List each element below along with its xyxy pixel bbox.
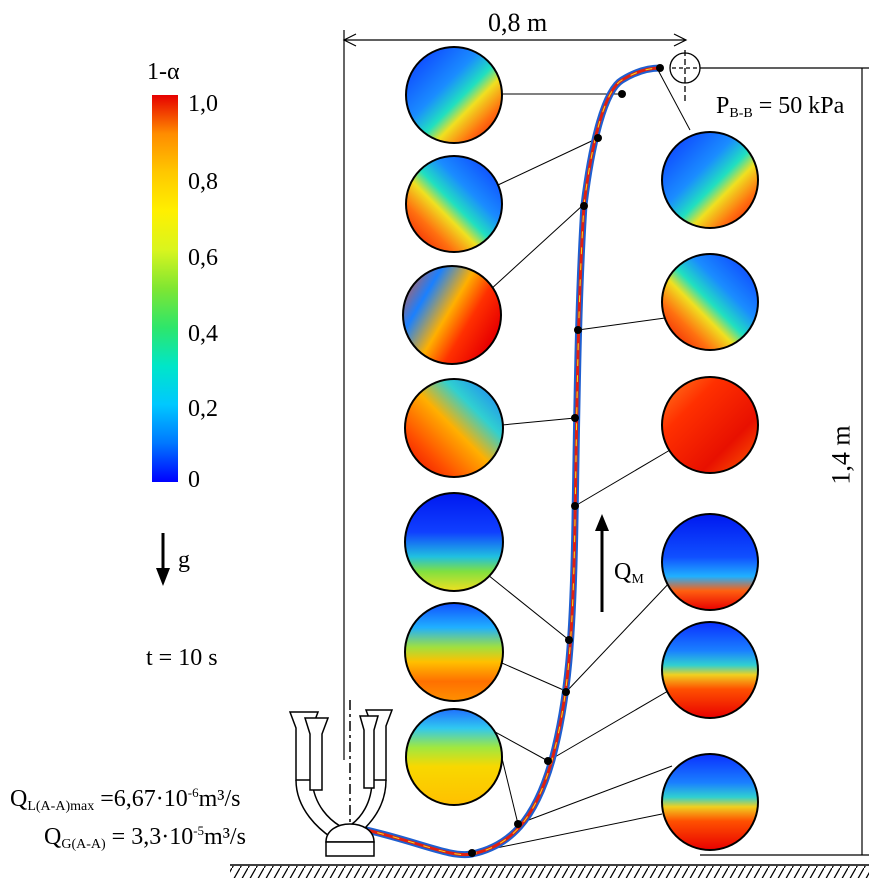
time-label: t = 10 s <box>146 645 218 671</box>
cross-section <box>404 492 504 592</box>
cross-section <box>661 753 759 851</box>
colorbar-tick: 0,6 <box>188 245 218 271</box>
width-dimension <box>342 30 688 760</box>
cross-section <box>661 376 759 474</box>
cross-section <box>661 131 759 229</box>
riser-pipe <box>358 64 664 859</box>
liquid-value: =6,67·10 <box>100 786 188 812</box>
liquid-subscript: L(A-A)max <box>27 799 95 814</box>
outlet-symbol <box>669 50 701 104</box>
leader-lines <box>454 69 691 854</box>
liquid-symbol: Q <box>10 786 28 812</box>
height-dimension-label: 1,4 m <box>826 425 856 485</box>
cross-section <box>404 378 504 478</box>
gas-symbol: Q <box>44 824 62 850</box>
ground-hatch <box>230 866 869 878</box>
height-dimension <box>700 67 869 856</box>
flow-arrow <box>595 514 609 612</box>
cross-section <box>405 155 503 253</box>
liquid-flow-rate: QL(A-A)max =6,67·10-6m³/s <box>10 786 240 814</box>
gas-flow-rate: QG(A-A) = 3,3·10-5m³/s <box>44 824 246 852</box>
colorbar <box>152 95 178 482</box>
injector-assembly <box>288 700 394 857</box>
colorbar-tick: 0 <box>188 467 200 493</box>
cross-section <box>404 602 504 702</box>
pressure-symbol: P <box>716 93 730 119</box>
liquid-unit: m³/s <box>198 786 241 812</box>
cross-sections-right <box>661 131 759 851</box>
cross-section <box>405 46 503 144</box>
cross-sections-left <box>402 46 504 806</box>
cross-section <box>405 708 503 806</box>
width-dimension-label: 0,8 m <box>488 8 548 37</box>
cross-section <box>661 253 759 351</box>
pressure-value: = 50 kPa <box>758 93 845 119</box>
flow-label: QM <box>614 560 644 587</box>
gravity-arrow <box>156 533 170 586</box>
colorbar-tick: 0,2 <box>188 396 218 422</box>
gas-subscript: G(A-A) <box>61 837 106 852</box>
pressure-subscript: B-B <box>729 106 753 121</box>
gravity-label: g <box>178 547 190 573</box>
colorbar-tick: 0,8 <box>188 169 218 195</box>
colorbar-title: 1-α <box>147 59 180 85</box>
pressure-label: PB-B = 50 kPa <box>716 94 844 121</box>
cross-section <box>402 265 502 365</box>
cross-section <box>661 513 759 611</box>
flow-symbol: Q <box>614 559 632 585</box>
gas-value: = 3,3·10 <box>111 824 194 850</box>
colorbar-tick: 1,0 <box>188 91 218 117</box>
cross-section <box>661 621 759 719</box>
gas-exponent: -5 <box>193 823 205 838</box>
liquid-exponent: -6 <box>187 785 199 800</box>
gas-unit: m³/s <box>204 824 246 850</box>
measurement-points <box>360 64 664 857</box>
colorbar-tick: 0,4 <box>188 321 218 347</box>
flow-subscript: M <box>631 572 644 587</box>
